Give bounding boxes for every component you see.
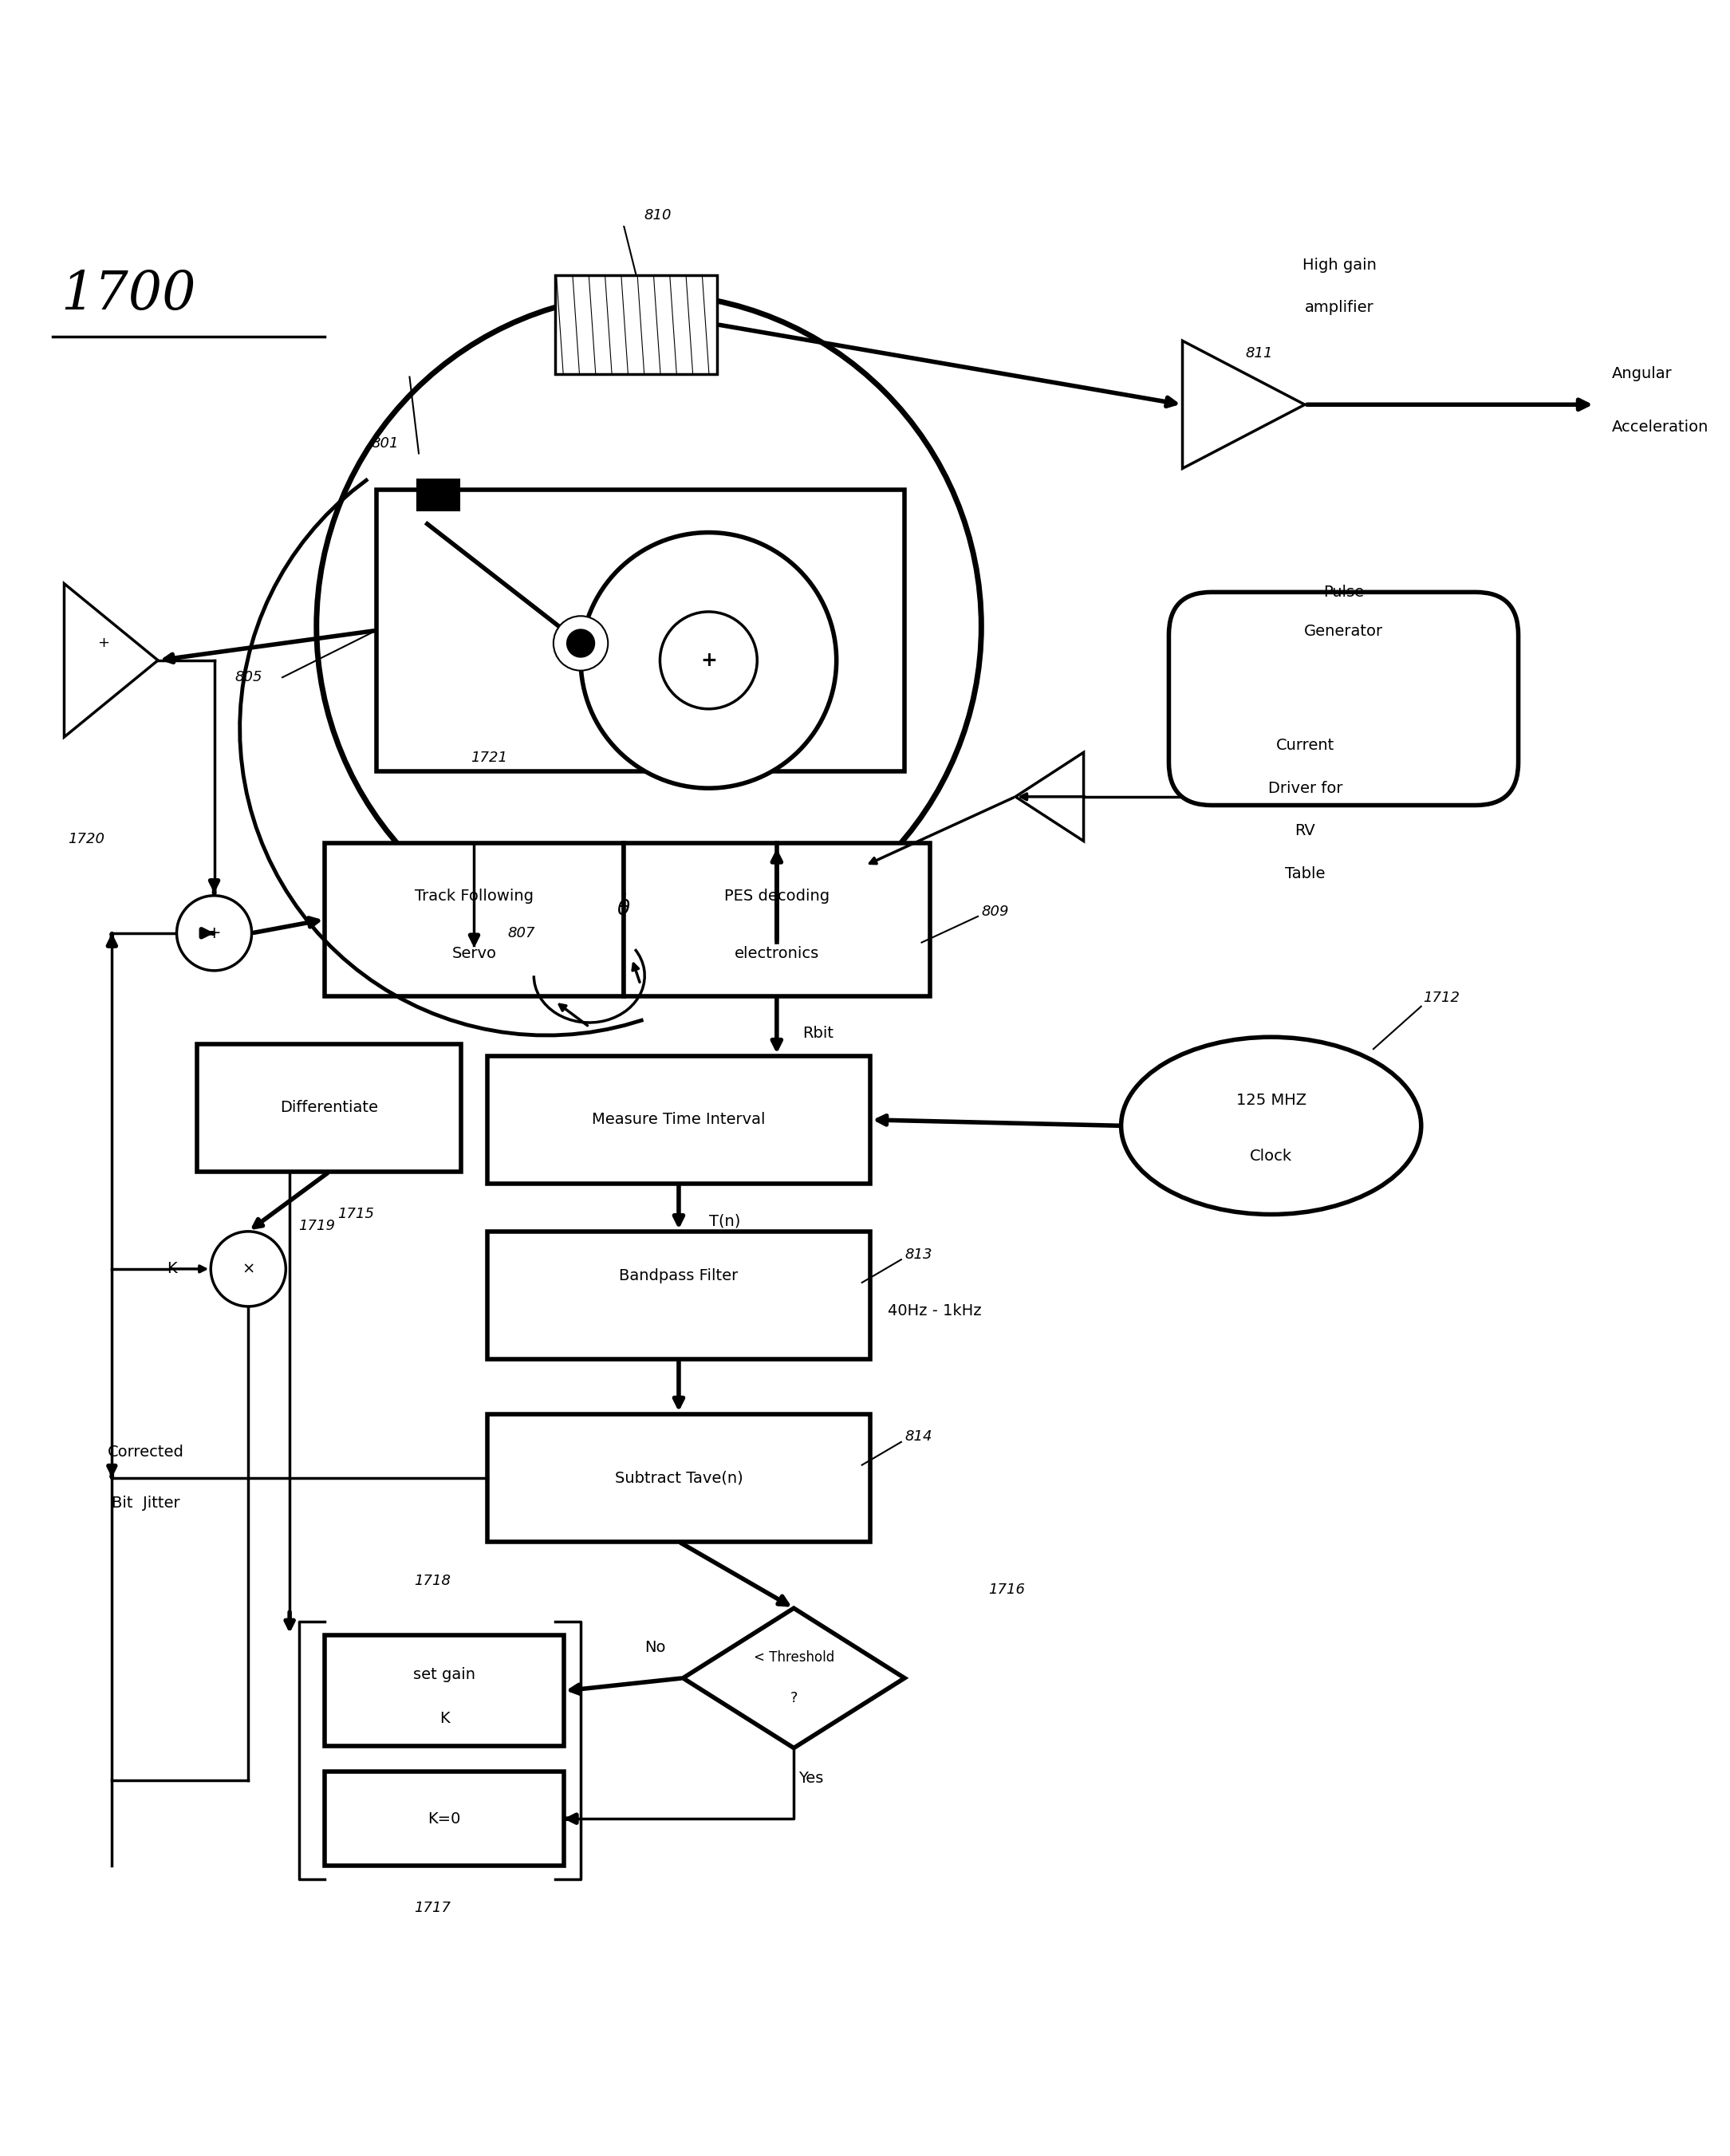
Text: Table: Table bbox=[1285, 867, 1325, 882]
Text: Generator: Generator bbox=[1304, 623, 1382, 638]
Text: 1716: 1716 bbox=[988, 1583, 1026, 1598]
Ellipse shape bbox=[1121, 1037, 1420, 1214]
Text: Angular: Angular bbox=[1612, 367, 1673, 382]
Text: 1712: 1712 bbox=[1424, 992, 1460, 1005]
Text: 801: 801 bbox=[370, 436, 398, 451]
Text: Current: Current bbox=[1277, 737, 1334, 752]
FancyBboxPatch shape bbox=[325, 843, 623, 996]
Circle shape bbox=[581, 533, 836, 789]
Text: electronics: electronics bbox=[734, 946, 818, 962]
FancyBboxPatch shape bbox=[375, 489, 905, 772]
Text: 805: 805 bbox=[235, 671, 261, 686]
Text: 1721: 1721 bbox=[471, 750, 507, 765]
Text: 125 MHZ: 125 MHZ bbox=[1235, 1093, 1306, 1108]
FancyBboxPatch shape bbox=[197, 1044, 462, 1171]
Text: Measure Time Interval: Measure Time Interval bbox=[592, 1112, 765, 1128]
Text: amplifier: amplifier bbox=[1304, 300, 1374, 315]
Text: $\dot{\theta}$: $\dot{\theta}$ bbox=[616, 895, 630, 921]
Text: High gain: High gain bbox=[1303, 257, 1377, 272]
Text: Differentiate: Differentiate bbox=[280, 1100, 379, 1115]
Text: 807: 807 bbox=[507, 925, 535, 940]
Polygon shape bbox=[683, 1608, 905, 1749]
Text: 813: 813 bbox=[905, 1248, 932, 1261]
Polygon shape bbox=[1183, 341, 1304, 468]
Text: +: + bbox=[208, 925, 221, 940]
Text: < Threshold: < Threshold bbox=[754, 1651, 834, 1664]
Text: Corrected: Corrected bbox=[107, 1445, 183, 1460]
Text: K: K bbox=[166, 1261, 176, 1276]
Text: Bandpass Filter: Bandpass Filter bbox=[619, 1268, 739, 1283]
Text: ×: × bbox=[242, 1261, 254, 1276]
FancyBboxPatch shape bbox=[1169, 593, 1519, 804]
Text: ?: ? bbox=[791, 1690, 798, 1705]
FancyBboxPatch shape bbox=[486, 1231, 870, 1358]
Text: 40Hz - 1kHz: 40Hz - 1kHz bbox=[887, 1302, 981, 1317]
Polygon shape bbox=[64, 584, 157, 737]
Text: Bit  Jitter: Bit Jitter bbox=[112, 1496, 180, 1511]
Text: K=0: K=0 bbox=[427, 1811, 460, 1826]
Circle shape bbox=[554, 617, 607, 671]
Text: RV: RV bbox=[1296, 824, 1315, 839]
FancyBboxPatch shape bbox=[486, 1414, 870, 1542]
Text: 809: 809 bbox=[981, 906, 1009, 918]
Text: 811: 811 bbox=[1246, 347, 1273, 360]
Text: 810: 810 bbox=[644, 209, 671, 222]
Text: Rbit: Rbit bbox=[803, 1026, 834, 1041]
FancyBboxPatch shape bbox=[555, 276, 718, 373]
Text: Subtract Tave(n): Subtract Tave(n) bbox=[614, 1470, 742, 1485]
FancyBboxPatch shape bbox=[486, 1056, 870, 1184]
Text: No: No bbox=[645, 1641, 666, 1656]
Text: 1715: 1715 bbox=[337, 1207, 374, 1222]
Text: 1718: 1718 bbox=[413, 1574, 452, 1589]
FancyBboxPatch shape bbox=[623, 843, 931, 996]
Text: set gain: set gain bbox=[413, 1667, 476, 1682]
Text: 1700: 1700 bbox=[61, 267, 195, 321]
FancyBboxPatch shape bbox=[325, 1772, 564, 1865]
Text: 1720: 1720 bbox=[67, 832, 106, 847]
FancyBboxPatch shape bbox=[325, 1636, 564, 1746]
Text: 1719: 1719 bbox=[298, 1218, 336, 1233]
Text: 814: 814 bbox=[905, 1429, 932, 1445]
Text: Track Following: Track Following bbox=[415, 888, 533, 903]
Circle shape bbox=[567, 630, 595, 658]
Polygon shape bbox=[417, 479, 460, 511]
Polygon shape bbox=[1016, 752, 1083, 841]
Circle shape bbox=[211, 1231, 285, 1307]
Text: K: K bbox=[439, 1712, 450, 1727]
Text: Yes: Yes bbox=[798, 1770, 823, 1785]
Circle shape bbox=[317, 293, 981, 959]
Circle shape bbox=[659, 612, 758, 709]
Text: T(n): T(n) bbox=[709, 1214, 740, 1229]
Circle shape bbox=[176, 895, 251, 970]
Text: PES decoding: PES decoding bbox=[725, 888, 829, 903]
Text: +: + bbox=[97, 636, 109, 651]
Text: Driver for: Driver for bbox=[1268, 780, 1342, 796]
Text: Servo: Servo bbox=[452, 946, 497, 962]
Text: Clock: Clock bbox=[1251, 1149, 1292, 1164]
Text: Acceleration: Acceleration bbox=[1612, 418, 1709, 433]
Text: +: + bbox=[701, 651, 716, 671]
Text: 1717: 1717 bbox=[413, 1902, 452, 1915]
Text: Pulse: Pulse bbox=[1323, 584, 1363, 599]
